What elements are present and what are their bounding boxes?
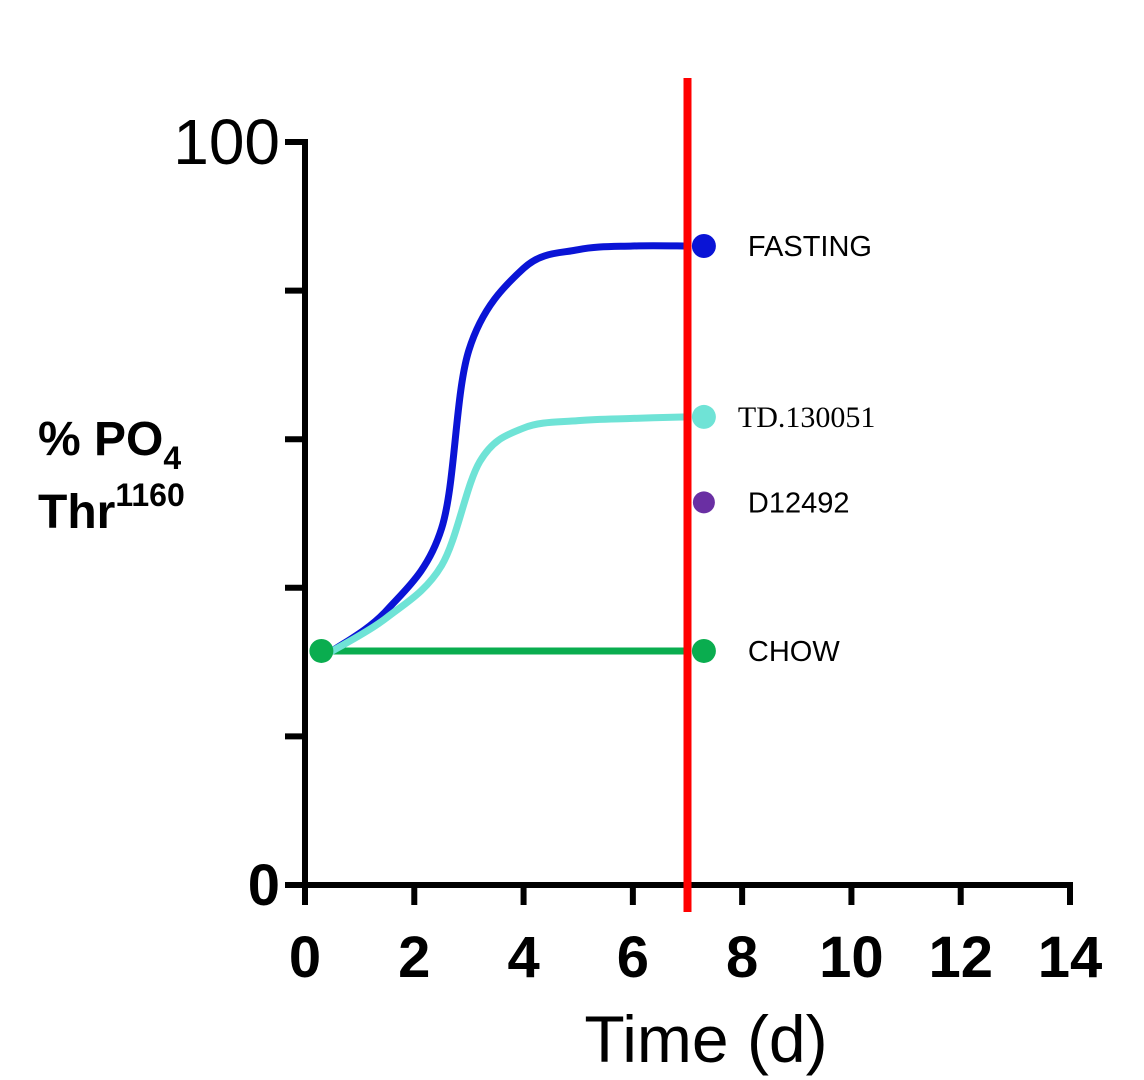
x-tick-label: 2 xyxy=(398,925,430,990)
y-tick-label: 100 xyxy=(173,106,280,178)
y-axis: 0 100 xyxy=(173,106,308,918)
y-axis-title-line1-main: % PO xyxy=(38,413,163,466)
y-axis-title-superscript: 1160 xyxy=(115,477,184,513)
series-endpoint-chow xyxy=(691,638,716,663)
x-axis-title: Time (d) xyxy=(584,1002,827,1076)
x-tick-label: 8 xyxy=(726,925,758,990)
x-axis: 0 2 4 6 8 10 12 14 xyxy=(289,882,1102,990)
series-endpoint-td-130051 xyxy=(691,404,716,429)
x-tick-label: 4 xyxy=(507,925,539,990)
x-tick-label: 10 xyxy=(819,925,884,990)
y-axis-title-line1: % PO4 xyxy=(38,413,181,476)
y-axis-title-subscript: 4 xyxy=(163,440,181,476)
legend-label-fasting: FASTING xyxy=(748,231,872,263)
legend-layer: FASTING TD.130051 D12492 CHOW xyxy=(738,231,876,668)
series-layer xyxy=(317,242,691,655)
x-tick-label: 12 xyxy=(928,925,993,990)
series-line-td-130051 xyxy=(328,413,691,655)
legend-label-chow: CHOW xyxy=(748,636,840,668)
series-line-fasting xyxy=(328,242,691,655)
y-axis-title-line2-main: Thr xyxy=(38,486,115,539)
legend-label-td-130051: TD.130051 xyxy=(738,401,876,434)
x-tick-label: 14 xyxy=(1038,925,1103,990)
legend-label-d12492: D12492 xyxy=(748,487,850,519)
series-startpoint-chow xyxy=(309,638,334,663)
x-tick-label: 6 xyxy=(617,925,649,990)
series-endpoint-d12492 xyxy=(692,491,715,514)
x-ticks: 0 2 4 6 8 10 12 14 xyxy=(289,885,1102,990)
series-endpoint-fasting xyxy=(691,234,716,259)
y-axis-title-line2: Thr1160 xyxy=(38,477,185,539)
y-tick-label: 0 xyxy=(248,853,280,918)
point-layer xyxy=(309,234,716,663)
x-tick-label: 0 xyxy=(289,925,321,990)
y-ticks: 0 100 xyxy=(173,106,305,918)
